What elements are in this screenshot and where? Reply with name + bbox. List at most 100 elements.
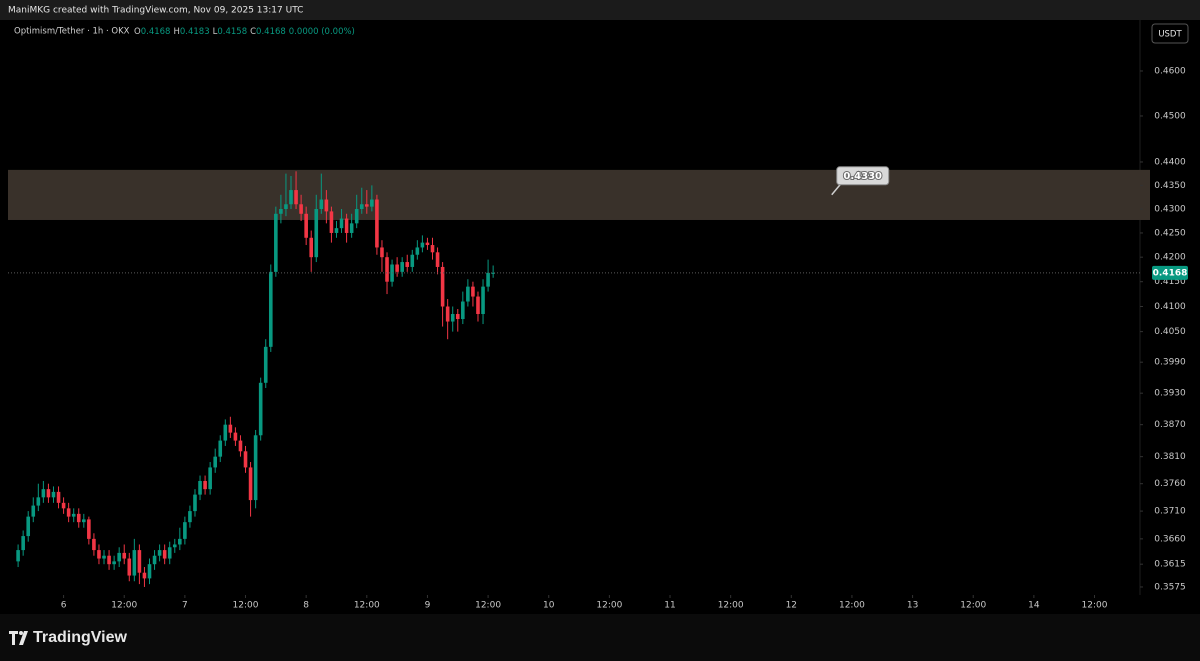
candle-body <box>274 213 278 272</box>
y-tick-label: 0.4350 <box>1154 181 1186 191</box>
y-tick-label: 0.3760 <box>1154 479 1186 489</box>
candle-body <box>102 555 106 559</box>
legend-item: 0.0000 (0.00%) <box>289 27 355 37</box>
candle-body <box>26 516 31 537</box>
candle-body <box>370 199 374 207</box>
x-tick-label: 9 <box>425 601 431 611</box>
logo-text: TradingView <box>33 629 128 646</box>
candle-body <box>440 266 445 307</box>
y-tick-label: 0.4150 <box>1154 277 1186 287</box>
candle-body <box>461 301 465 320</box>
y-tick-label: 0.4500 <box>1154 111 1186 121</box>
legend-item: 0.4158 <box>217 27 247 37</box>
y-tick-label: 0.3810 <box>1154 452 1186 462</box>
candle-body <box>289 190 293 205</box>
x-tick-label: 12:00 <box>1082 601 1108 611</box>
candle-body <box>415 247 420 255</box>
last-price-tag <box>1152 265 1188 280</box>
candle-body <box>279 209 283 214</box>
candle-body <box>198 480 202 495</box>
legend-item: 0.4168 <box>256 27 286 37</box>
x-tick-label: 12:00 <box>475 601 501 611</box>
candle-body <box>97 550 101 559</box>
candle-body <box>238 440 243 452</box>
candle-body <box>349 223 354 233</box>
candle-body <box>258 382 263 436</box>
candle-body <box>329 211 334 233</box>
x-tick-label: 12 <box>786 601 797 611</box>
candle-body <box>491 272 495 274</box>
x-tick-label: 10 <box>543 601 555 611</box>
plot-area <box>8 20 1140 595</box>
candle-body <box>162 550 167 559</box>
candle-body <box>16 550 20 562</box>
candle-body <box>152 555 157 565</box>
candle-body <box>61 502 66 509</box>
candle-body <box>87 519 91 539</box>
x-tick-label: 12:00 <box>596 601 622 611</box>
candle-body <box>339 218 344 229</box>
candle-body <box>107 555 111 565</box>
candle-body <box>445 306 450 322</box>
x-tick-label: 12:00 <box>960 601 986 611</box>
candle-body <box>304 213 308 238</box>
ohlc-legend: O0.4168 H0.4183 L0.4158 C0.4168 0.0000 (0.00… <box>134 27 355 37</box>
candle-body <box>31 505 36 517</box>
attribution: ManiMKG created with TradingView.com, No… <box>8 6 303 16</box>
symbol-label: Optimism/Tether · 1h · OKX <box>14 27 130 37</box>
x-tick-label: 14 <box>1028 601 1040 611</box>
candle-body <box>137 550 142 573</box>
candle-body <box>385 257 389 282</box>
candle-body <box>223 424 228 441</box>
legend-item: H <box>173 27 179 37</box>
candle-body <box>218 440 223 457</box>
currency-label: USDT <box>1158 30 1182 40</box>
candle-body <box>314 209 319 258</box>
candle-body <box>334 228 339 233</box>
candle-body <box>228 424 233 433</box>
y-tick-label: 0.3870 <box>1154 420 1186 430</box>
y-tick-label: 0.4600 <box>1154 66 1186 76</box>
candle-body <box>193 494 197 512</box>
x-tick-label: 12:00 <box>839 601 865 611</box>
candle-body <box>395 264 399 272</box>
legend-item: 0.4183 <box>180 27 210 37</box>
candle-body <box>248 467 253 501</box>
candle-body <box>410 254 415 267</box>
y-tick-label: 0.3710 <box>1154 507 1186 517</box>
candle-body <box>66 508 71 517</box>
candle-body <box>284 204 288 210</box>
currency-button[interactable] <box>1151 23 1189 44</box>
candle-body <box>405 262 410 267</box>
candle-body <box>46 489 51 498</box>
candle-body <box>82 519 86 523</box>
x-tick-label: 12:00 <box>718 601 744 611</box>
candle-body <box>157 550 162 556</box>
candle-body <box>450 314 455 322</box>
candle-body <box>400 262 404 272</box>
candle-body <box>178 538 182 545</box>
resistance-zone <box>8 169 1150 220</box>
candle-body <box>127 558 132 576</box>
candle-body <box>324 199 329 212</box>
x-tick-label: 12:00 <box>233 601 259 611</box>
x-tick-label: 12:00 <box>354 601 380 611</box>
candle-body <box>299 204 303 214</box>
legend-item: C <box>250 27 256 37</box>
candle-body <box>309 237 314 258</box>
candle-body <box>208 467 212 490</box>
candle-body <box>420 242 425 248</box>
candle-body <box>142 572 147 579</box>
candle-body <box>183 522 187 539</box>
logo-icon <box>9 631 28 645</box>
candle-body <box>147 564 152 579</box>
candle-body <box>92 538 96 551</box>
y-tick-label: 0.4050 <box>1154 327 1186 337</box>
candle-body <box>268 271 273 347</box>
footer-bar <box>0 614 1200 661</box>
annotation-label: 0.4330 <box>843 171 882 182</box>
candle-body <box>253 435 258 501</box>
y-tick-label: 0.3930 <box>1154 389 1186 399</box>
candle-body <box>76 513 81 523</box>
